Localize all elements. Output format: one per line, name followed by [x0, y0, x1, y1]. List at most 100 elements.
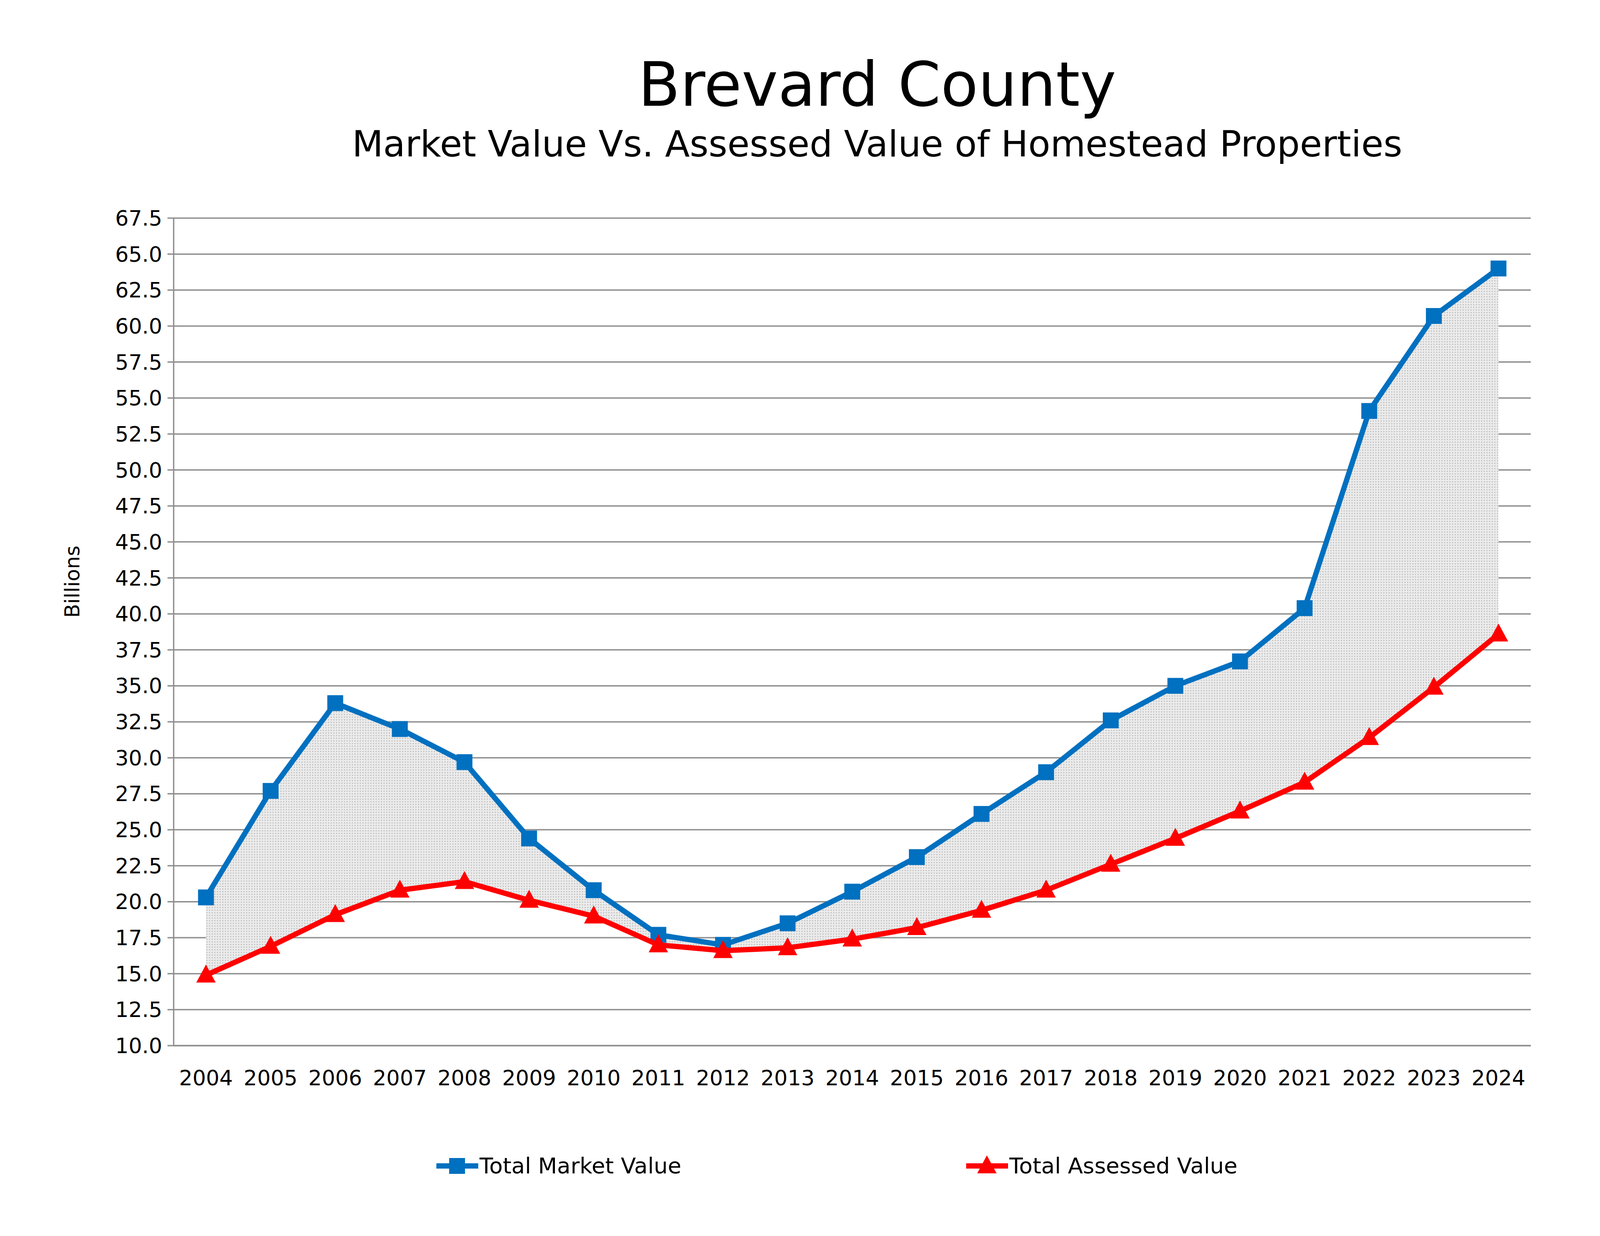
y-tick-label: 15.0 [115, 961, 163, 987]
grid-line [173, 217, 1531, 220]
tick-mark [167, 361, 174, 363]
title: Brevard County [638, 48, 1117, 121]
point-marker [648, 934, 669, 953]
background [0, 0, 1600, 1236]
grid-line [173, 361, 1531, 363]
point-marker [196, 964, 216, 983]
x-tick-label: 2015 [889, 1065, 944, 1091]
x-tick-label: 2017 [1019, 1065, 1073, 1091]
y-tick-label: 22.5 [115, 853, 163, 879]
tick-mark [167, 937, 174, 939]
x-tick-label: 2010 [566, 1065, 621, 1091]
y-tick-label: 55.0 [115, 385, 163, 411]
tick-mark [167, 1045, 174, 1047]
point-marker [908, 849, 925, 866]
point-marker [1036, 879, 1056, 898]
x-tick-label: 2008 [437, 1065, 492, 1091]
tick-mark [167, 901, 174, 903]
y-tick-label: 17.5 [115, 925, 163, 951]
y-tick-label: 10.0 [115, 1033, 163, 1059]
point-marker [713, 940, 733, 959]
point-marker [1490, 260, 1507, 277]
y-tick-label: 50.0 [115, 457, 163, 483]
grid-line [173, 325, 1531, 327]
y-tick-label: 67.5 [115, 205, 163, 231]
y-tick-label: 62.5 [115, 277, 163, 303]
legend-label: Total Market Value [479, 1153, 682, 1180]
point-marker [456, 754, 473, 771]
tick-mark [167, 397, 174, 399]
y-tick-label: 45.0 [115, 529, 163, 555]
tick-mark [167, 253, 174, 255]
gap-area [205, 268, 1499, 976]
x-tick-label: 2019 [1148, 1065, 1203, 1091]
x-tick-label: 2020 [1213, 1065, 1267, 1091]
tick-mark [167, 613, 174, 615]
x-tick-label: 2014 [825, 1065, 879, 1091]
x-tick-label: 2006 [308, 1065, 362, 1091]
y-tick-label: 20.0 [115, 889, 163, 915]
x-tick-label: 2009 [502, 1065, 556, 1091]
y-tick-label: 37.5 [115, 637, 163, 663]
point-marker [1167, 677, 1184, 694]
y-tick-label: 35.0 [115, 673, 163, 699]
y-tick-label: 47.5 [115, 493, 163, 519]
x-tick-label: 2007 [372, 1065, 427, 1091]
series-line [205, 634, 1499, 976]
point-marker [1296, 600, 1313, 617]
grid-line [173, 397, 1531, 399]
point-marker [842, 928, 863, 947]
x-tick-label: 2023 [1406, 1065, 1461, 1091]
tick-mark [167, 829, 174, 831]
tick-mark [167, 649, 174, 651]
tick-mark [167, 469, 174, 471]
point-marker [1231, 653, 1248, 670]
point-marker [1101, 853, 1121, 872]
tick-mark [167, 973, 174, 975]
legend-label: Total Assessed Value [1008, 1153, 1238, 1180]
tick-mark [167, 325, 174, 327]
point-marker [844, 884, 861, 901]
point-marker [327, 695, 344, 712]
grid-line [173, 289, 1531, 291]
tick-mark [167, 505, 174, 507]
y-tick-label: 42.5 [115, 565, 163, 591]
y-tick-label: 30.0 [115, 745, 163, 771]
y-axis-label: Billions [60, 545, 85, 618]
x-tick-label: 2021 [1277, 1065, 1332, 1091]
grid-line [173, 505, 1531, 507]
point-marker [519, 889, 539, 908]
x-tick-label: 2016 [954, 1065, 1009, 1091]
y-tick-label: 65.0 [115, 241, 163, 267]
legend: Total Market Value Total Assessed Value [436, 1153, 1238, 1180]
tick-mark [167, 757, 174, 759]
x-tick-label: 2013 [760, 1065, 815, 1091]
tick-mark [167, 721, 174, 723]
point-marker [390, 879, 410, 898]
tick-mark [167, 217, 174, 220]
x-tick-label: 2024 [1471, 1065, 1526, 1091]
tick-mark [167, 1009, 174, 1011]
point-marker [1165, 828, 1186, 847]
point-marker [1424, 677, 1444, 696]
grid-line [173, 1045, 1531, 1047]
legend-marker [977, 1155, 997, 1174]
x-tick-label: 2005 [243, 1065, 298, 1091]
point-marker [907, 917, 927, 936]
y-tick-label: 25.0 [115, 817, 163, 843]
point-marker [971, 900, 992, 919]
tick-mark [167, 541, 174, 543]
y-axis [173, 218, 175, 1046]
plot-area [196, 260, 1508, 983]
x-tick-label: 2018 [1083, 1065, 1138, 1091]
point-marker [584, 905, 604, 924]
chart: Brevard CountyMarket Value Vs. Assessed … [0, 0, 1600, 1236]
point-marker [585, 882, 602, 899]
tick-mark [167, 865, 174, 867]
point-marker [1425, 308, 1442, 324]
grid-line [173, 1009, 1531, 1011]
point-marker [973, 806, 990, 823]
grid: 10.012.515.017.520.022.525.027.530.032.5… [115, 205, 1531, 1059]
point-marker [325, 904, 346, 923]
x-tick-label: 2012 [695, 1065, 750, 1091]
